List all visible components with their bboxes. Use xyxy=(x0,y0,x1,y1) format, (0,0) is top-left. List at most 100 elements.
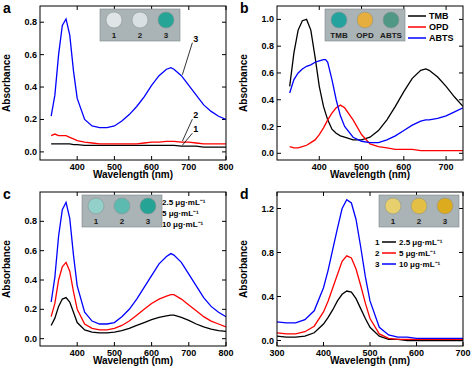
y-tick xyxy=(277,252,281,253)
inset-photo: 123 xyxy=(100,9,180,41)
x-tick-label: 400 xyxy=(70,162,85,172)
x-tick-label: 300 xyxy=(269,348,284,358)
plot-frame xyxy=(277,6,463,160)
inset-photo: 123 xyxy=(379,195,459,227)
inset-well xyxy=(331,12,347,28)
y-tick xyxy=(40,309,44,310)
inset-label: 2 xyxy=(417,217,422,226)
legend-label: TMB xyxy=(429,11,449,21)
panel-c: c4005006007008000.00.20.40.60.8Wavelengt… xyxy=(1,186,234,366)
x-tick-top xyxy=(323,192,324,196)
x-tick-label: 400 xyxy=(312,162,327,172)
y-tick xyxy=(277,340,281,341)
x-tick-label: 400 xyxy=(70,348,85,358)
y-tick xyxy=(277,19,281,20)
series-annotation: 1 xyxy=(193,124,198,134)
panel-letter: b xyxy=(240,0,249,16)
x-tick-top xyxy=(77,192,78,196)
x-tick-label: 400 xyxy=(316,348,331,358)
y-tick-label: 0.0 xyxy=(261,148,274,158)
y-tick-right xyxy=(222,87,226,88)
y-tick-label: 0.2 xyxy=(261,122,274,132)
y-axis-label: Absorbance xyxy=(1,240,12,298)
inset-well xyxy=(140,198,156,214)
y-tick xyxy=(40,280,44,281)
y-tick xyxy=(40,151,44,152)
panel-letter: c xyxy=(3,186,11,202)
y-tick xyxy=(40,250,44,251)
y-tick-label: 0.6 xyxy=(24,50,37,60)
inset-label: 3 xyxy=(146,217,151,226)
x-tick-label: 800 xyxy=(218,162,233,172)
y-tick-label: 0.2 xyxy=(24,304,37,314)
x-axis-label: Wavelength (nm) xyxy=(330,169,410,180)
plot-frame xyxy=(277,192,463,346)
figure: a4005006007008000.00.20.40.60.8Wavelengt… xyxy=(0,0,474,371)
inset-well xyxy=(114,198,130,214)
x-tick xyxy=(77,156,78,160)
x-axis-label: Wavelength (nm) xyxy=(93,355,173,366)
x-tick xyxy=(446,156,447,160)
y-tick-label: 0.2 xyxy=(24,114,37,124)
plot-frame xyxy=(40,6,226,160)
legend-label: ABTS xyxy=(429,33,454,43)
y-tick-right xyxy=(459,46,463,47)
series-line xyxy=(51,19,226,128)
y-tick-label: 1.2 xyxy=(261,204,274,214)
y-tick-label: 0.4 xyxy=(261,292,274,302)
x-tick-top xyxy=(446,6,447,10)
y-tick-right xyxy=(459,72,463,73)
legend-swatch xyxy=(382,263,396,265)
x-axis-label: Wavelength (nm) xyxy=(330,355,410,366)
inset-label: 3 xyxy=(443,217,448,226)
panel-b: b4005006007000.00.20.40.60.81.0Wavelengt… xyxy=(238,0,463,180)
plot-frame xyxy=(40,192,226,346)
x-tick xyxy=(370,342,371,346)
legend-label: 2.5 μg·mL⁻¹ xyxy=(162,198,206,207)
x-tick xyxy=(323,342,324,346)
x-tick xyxy=(403,156,404,160)
y-tick-right xyxy=(459,126,463,127)
inset-background xyxy=(379,195,459,227)
annotation-arrow xyxy=(182,133,192,145)
panel-d: d3004005006007000.00.40.81.2Wavelength (… xyxy=(238,186,471,366)
x-tick-label: 800 xyxy=(218,348,233,358)
x-tick-label: 700 xyxy=(181,348,196,358)
legend-label: 10 μg·mL⁻¹ xyxy=(399,260,441,269)
x-tick-top xyxy=(370,192,371,196)
y-tick xyxy=(277,46,281,47)
y-tick xyxy=(40,338,44,339)
series-line xyxy=(290,105,463,151)
y-tick-right xyxy=(222,22,226,23)
y-tick-right xyxy=(459,99,463,100)
x-tick xyxy=(188,156,189,160)
y-tick-right xyxy=(459,252,463,253)
x-tick-top xyxy=(188,192,189,196)
y-tick xyxy=(40,54,44,55)
inset-label: TMB xyxy=(330,31,348,40)
x-tick-label: 700 xyxy=(455,348,470,358)
y-tick xyxy=(40,119,44,120)
y-tick-label: 1.0 xyxy=(261,14,274,24)
inset-label: 1 xyxy=(112,31,117,40)
x-tick xyxy=(114,342,115,346)
inset-well xyxy=(411,198,427,214)
x-tick xyxy=(416,342,417,346)
y-tick-right xyxy=(222,151,226,152)
inset-well xyxy=(385,198,401,214)
x-tick-top xyxy=(319,6,320,10)
panel-letter: d xyxy=(240,186,249,202)
x-tick xyxy=(319,156,320,160)
y-tick-label: 0.6 xyxy=(261,68,274,78)
legend-label: 5 μg·mL⁻¹ xyxy=(162,209,199,218)
y-tick xyxy=(277,296,281,297)
y-tick xyxy=(277,208,281,209)
y-tick xyxy=(277,153,281,154)
series-line xyxy=(290,60,463,143)
y-tick-right xyxy=(459,153,463,154)
annotation-arrow xyxy=(182,43,192,75)
inset-label: 2 xyxy=(120,217,125,226)
inset-photo: TMBOPDABTS xyxy=(325,9,405,41)
inset-well xyxy=(437,198,453,214)
x-tick-top xyxy=(77,6,78,10)
